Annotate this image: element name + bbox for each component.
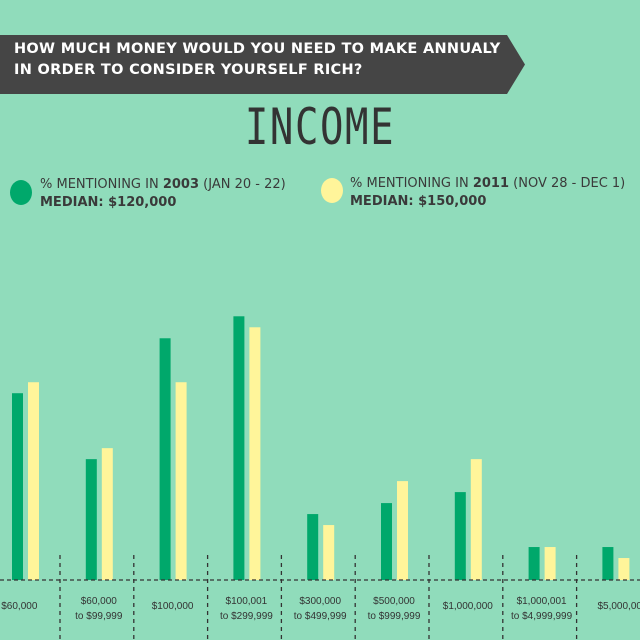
x-tick-label: $300,000: [299, 596, 341, 607]
bar-2003: [528, 547, 540, 580]
bar-2003: [85, 459, 97, 580]
bar-2003: [602, 547, 614, 580]
x-tick-label: $60,000: [81, 596, 118, 607]
bar-2003: [12, 393, 23, 580]
x-tick-label: < $60,000: [0, 601, 38, 612]
x-tick-label: $1,000,001: [517, 596, 567, 607]
legend-swatch-2011: [321, 178, 343, 203]
banner-line-2: IN ORDER TO CONSIDER YOURSELF RICH?: [14, 62, 363, 78]
bar-2011: [175, 382, 187, 580]
x-tick-label: $100,000: [152, 601, 194, 612]
bar-2011: [28, 382, 39, 580]
x-tick-label: to $499,999: [294, 611, 347, 622]
legend-swatch-2003: [10, 180, 32, 205]
bar-2003: [454, 492, 466, 580]
bar-2003: [381, 503, 392, 580]
banner-line-1: HOW MUCH MONEY WOULD YOU NEED TO MAKE AN…: [14, 41, 501, 57]
bar-2011: [323, 525, 335, 580]
bar-2011: [470, 459, 482, 580]
x-tick-label: $100,001: [226, 596, 268, 607]
legend-2011: % MENTIONING IN 2011 (NOV 28 - DEC 1) ME…: [350, 176, 626, 209]
median-2003: MEDIAN: $120,000: [40, 195, 177, 210]
bar-2011: [544, 547, 556, 580]
bar-2003: [233, 316, 245, 580]
bar-2011: [618, 558, 630, 580]
median-2011: MEDIAN: $150,000: [350, 194, 487, 209]
x-tick-label: to $299,999: [220, 611, 273, 622]
bar-2011: [397, 481, 408, 580]
x-tick-label: to $4,999,999: [511, 611, 573, 622]
bar-2011: [249, 327, 261, 580]
question-banner: [0, 35, 525, 94]
x-tick-label: $500,000: [373, 596, 415, 607]
bar-2003: [307, 514, 319, 580]
legend-2003: % MENTIONING IN 2003 (JAN 20 - 22) MEDIA…: [40, 177, 286, 210]
x-tick-label: to $999,999: [368, 611, 421, 622]
bar-2011: [101, 448, 113, 580]
chart-title: INCOME: [244, 98, 396, 156]
x-tick-label: $5,000,000+: [597, 601, 640, 612]
x-tick-label: to $99,999: [75, 611, 123, 622]
x-tick-label: $1,000,000: [443, 601, 493, 612]
bar-2003: [159, 338, 171, 580]
